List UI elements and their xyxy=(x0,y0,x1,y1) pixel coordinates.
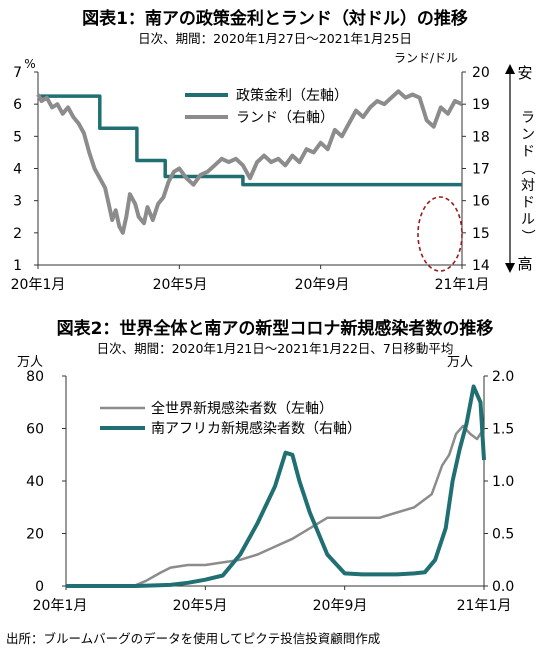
policy-rate-line xyxy=(38,94,462,187)
right-tick-label: 1.5 xyxy=(492,422,514,438)
x-tick-label: 21年1月 xyxy=(457,598,512,614)
right-axis-label-char: ） xyxy=(519,229,535,243)
left-tick-label: 2 xyxy=(13,226,22,242)
right-tick-label: 2.0 xyxy=(492,369,514,385)
right-tick-label: 19 xyxy=(472,97,490,113)
rand-line xyxy=(36,89,463,235)
left-tick-label: 40 xyxy=(26,474,44,490)
left-unit: % xyxy=(24,57,35,71)
chart1-title: 図表1：南アの政策金利とランド（対ドル）の推移 xyxy=(82,9,468,29)
south-africa-cases-line xyxy=(66,384,486,588)
right-tick-label: 17 xyxy=(472,162,490,178)
chart1-figure: 1 2 3 4 5 6 7 20 19 18 17 16 15 14% ランド/ドル 20年1月 20年5月 20… xyxy=(11,51,535,293)
legend-label: 南アフリカ新規感染者数（右軸） xyxy=(151,420,361,437)
right-unit: ランド/ドル xyxy=(394,51,458,65)
left-unit: 万人 xyxy=(17,355,43,370)
right-tick-label: 1.0 xyxy=(492,474,514,490)
x-tick-label: 20年1月 xyxy=(11,277,66,293)
right-axis-label-char: （ xyxy=(519,161,535,175)
x-tick-label: 20年9月 xyxy=(313,598,368,614)
legend-label: 政策金利（左軸） xyxy=(236,87,348,104)
source-footer: 出所：ブルームバーグのデータを使用してピクテ投信投資顧問作成 xyxy=(6,631,381,646)
right-axis-top-word: 安 xyxy=(517,64,532,82)
legend-label: ランド（右軸） xyxy=(236,110,334,126)
x-tick-label: 20年5月 xyxy=(173,598,228,614)
legend-label: 全世界新規感染者数（左軸） xyxy=(151,400,333,417)
chart2-figure: 0 20 40 60 80 0.0 0.5 1.0 1.5 2.0 万人 万人 20年1月 20年5月 20… xyxy=(17,355,514,614)
left-tick-label: 1 xyxy=(13,258,22,274)
chart2-title: 図表2：世界全体と南アの新型コロナ新規感染者数の推移 xyxy=(56,319,494,339)
left-tick-label: 4 xyxy=(13,162,22,178)
left-tick-label: 3 xyxy=(13,194,22,210)
right-tick-label: 14 xyxy=(472,258,490,274)
x-tick-label: 20年9月 xyxy=(295,277,350,293)
right-tick-label: 0.5 xyxy=(492,527,514,543)
chart1-subtitle: 日次、期間：2020年1月27日～2021年1月25日 xyxy=(138,31,412,46)
right-axis-label-char: 対 xyxy=(521,178,535,194)
x-tick-label: 20年1月 xyxy=(33,598,88,614)
arrow-up-icon xyxy=(505,64,515,74)
right-tick-label: 20 xyxy=(472,65,490,81)
right-tick-label: 15 xyxy=(472,226,490,242)
right-axis-label-char: ン xyxy=(521,127,535,143)
left-tick-label: 20 xyxy=(26,527,44,543)
right-unit: 万人 xyxy=(447,355,473,370)
left-tick-label: 6 xyxy=(13,97,22,113)
arrow-down-icon xyxy=(505,263,515,273)
right-axis-label-char: ド xyxy=(521,144,535,160)
x-tick-label: 20年5月 xyxy=(153,277,208,293)
right-axis-label-char: ル xyxy=(521,212,535,228)
right-tick-label: 0.0 xyxy=(492,579,514,595)
right-axis-label-char: ド xyxy=(521,195,535,211)
right-axis-label-char: ラ xyxy=(521,110,535,126)
right-tick-label: 16 xyxy=(472,194,490,210)
left-tick-label: 0 xyxy=(35,579,44,595)
right-tick-label: 18 xyxy=(472,129,490,145)
left-tick-label: 7 xyxy=(13,65,22,81)
world-cases-line xyxy=(66,424,486,588)
chart2-subtitle: 日次、期間：2020年1月21日～2021年1月22日、7日移動平均 xyxy=(96,341,454,356)
left-tick-label: 5 xyxy=(13,129,22,145)
x-tick-label: 21年1月 xyxy=(435,277,490,293)
right-axis-bottom-word: 高 xyxy=(517,255,532,273)
left-tick-label: 80 xyxy=(26,369,44,385)
highlight-ellipse xyxy=(417,196,463,272)
left-tick-label: 60 xyxy=(26,422,44,438)
